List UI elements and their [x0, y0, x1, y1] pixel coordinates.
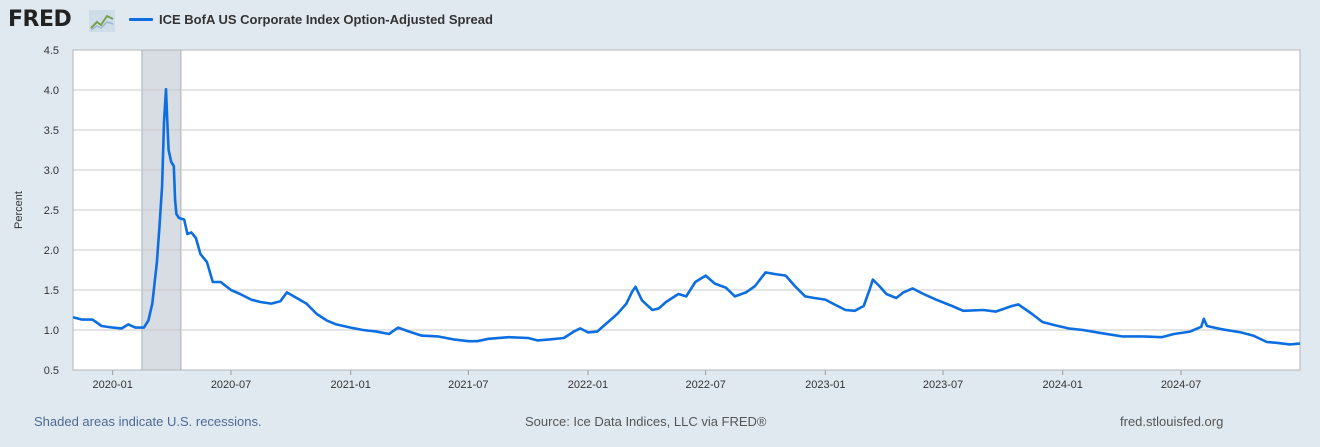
site-link[interactable]: fred.stlouisfed.org: [1120, 414, 1224, 429]
y-tick-label: 2.5: [44, 205, 59, 217]
y-tick-label: 1.0: [44, 325, 59, 337]
x-tick-label: 2021-01: [330, 379, 370, 391]
line-graph-icon: [89, 10, 115, 32]
y-tick-label: 3.0: [44, 165, 59, 177]
x-tick-label: 2023-07: [923, 379, 963, 391]
line-chart[interactable]: 0.5 1.0 1.5 2.0 2.5 3.0 3.5 4.0 4.5 2020-01 2020-0…: [0, 40, 1320, 410]
plot-border: [72, 49, 1301, 371]
source-note[interactable]: Source: Ice Data Indices, LLC via FRED®: [525, 414, 767, 429]
legend[interactable]: ICE BofA US Corporate Index Option-Adjus…: [129, 12, 493, 27]
x-tick-label: 2021-07: [448, 379, 488, 391]
y-tick-label: 4.0: [44, 85, 59, 97]
x-tick-label: 2024-07: [1161, 379, 1201, 391]
x-tick-label: 2023-01: [805, 379, 845, 391]
x-tick-label: 2020-01: [92, 379, 132, 391]
y-tick-label: 1.5: [44, 285, 59, 297]
recession-note: Shaded areas indicate U.S. recessions.: [34, 414, 262, 429]
legend-series-label: ICE BofA US Corporate Index Option-Adjus…: [159, 12, 493, 27]
y-tick-label: 0.5: [44, 365, 59, 377]
x-tick-label: 2022-01: [568, 379, 608, 391]
series-line[interactable]: [72, 87, 1301, 346]
y-tick-label: 3.5: [44, 125, 59, 137]
x-tick-label: 2020-07: [211, 379, 251, 391]
legend-swatch: [129, 18, 153, 21]
fred-logo[interactable]: FRED: [8, 7, 72, 32]
chart-header: FRED ICE BofA US Corporate Index Option-…: [0, 0, 1320, 42]
y-tick-label: 4.5: [44, 45, 59, 57]
y-axis-label: Percent: [13, 191, 25, 229]
x-tick-label: 2022-07: [685, 379, 725, 391]
y-tick-label: 2.0: [44, 245, 59, 257]
x-tick-label: 2024-01: [1042, 379, 1082, 391]
